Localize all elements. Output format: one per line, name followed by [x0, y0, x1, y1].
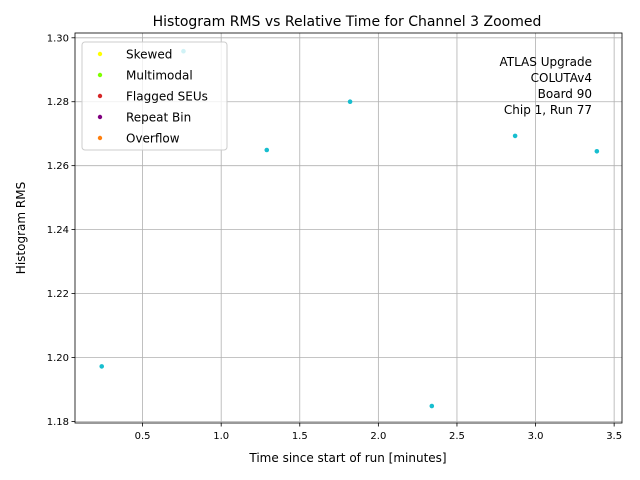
data-point	[264, 147, 270, 153]
annotation-line: ATLAS Upgrade	[499, 55, 592, 69]
x-axis-label: Time since start of run [minutes]	[248, 451, 446, 465]
data-point	[99, 364, 105, 369]
y-axis: 1.18 1.20 1.22 1.24 1.26 1.28 1.30	[47, 33, 75, 428]
data-point	[512, 133, 518, 139]
legend-marker	[97, 135, 103, 141]
annotation-line: COLUTAv4	[531, 71, 592, 85]
y-tick-label: 1.22	[47, 289, 69, 300]
x-tick-label: 3.0	[528, 431, 544, 442]
annotation-line: Chip 1, Run 77	[504, 103, 592, 117]
run-info-annotation: ATLAS Upgrade COLUTAv4 Board 90 Chip 1, Run…	[499, 55, 592, 117]
y-axis-label: Histogram RMS	[14, 182, 28, 274]
legend-label: Overflow	[126, 132, 180, 146]
y-tick-label: 1.20	[47, 353, 69, 364]
legend-label: Repeat Bin	[126, 111, 191, 125]
y-tick-label: 1.18	[47, 417, 69, 428]
x-tick-label: 2.5	[449, 431, 465, 442]
plot-frame	[74, 32, 623, 424]
legend-label: Flagged SEUs	[126, 90, 208, 104]
legend-marker	[97, 114, 103, 120]
x-tick-label: 0.5	[135, 431, 151, 442]
legend-marker	[97, 51, 103, 57]
y-tick-label: 1.30	[47, 33, 69, 44]
annotation-line: Board 90	[538, 87, 592, 101]
x-tick-label: 2.0	[370, 431, 386, 442]
legend-marker	[97, 93, 103, 99]
legend-label: Multimodal	[126, 69, 193, 83]
y-tick-label: 1.24	[47, 225, 69, 236]
data-point	[347, 99, 353, 105]
x-axis: 0.5 1.0 1.5 2.0 2.5 3.0 3.5	[135, 423, 622, 442]
chart-title: Histogram RMS vs Relative Time for Chann…	[153, 14, 542, 30]
x-tick-label: 1.5	[292, 431, 308, 442]
legend-box	[81, 41, 228, 151]
x-tick-label: 3.5	[606, 431, 622, 442]
x-tick-label: 1.0	[213, 431, 229, 442]
legend-label: Skewed	[126, 48, 172, 62]
legend: Skewed Multimodal Flagged SEUs Repeat Bin Ov…	[81, 41, 228, 151]
y-tick-label: 1.28	[47, 97, 69, 108]
data-point	[429, 403, 435, 409]
grid	[75, 33, 622, 423]
data-point	[594, 148, 600, 154]
legend-marker	[97, 72, 103, 78]
y-tick-label: 1.26	[47, 161, 69, 172]
